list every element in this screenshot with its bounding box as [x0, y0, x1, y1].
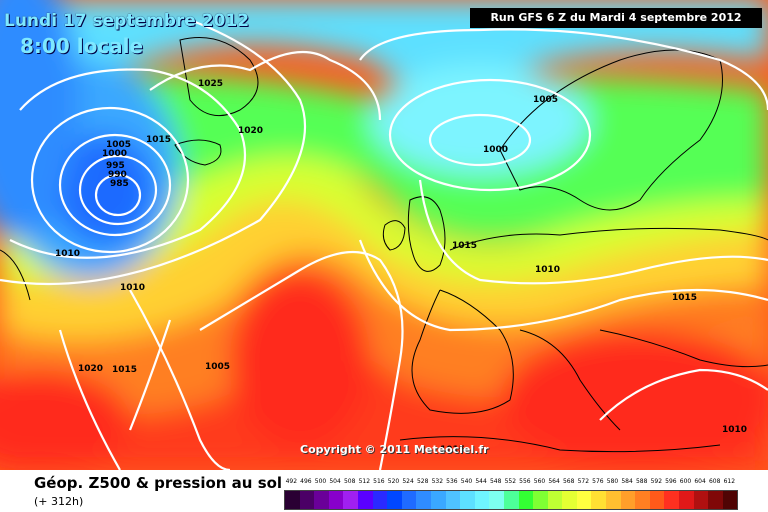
legend-value: 536 — [446, 478, 458, 485]
isobar-label: 1010 — [55, 249, 80, 259]
legend-value: 576 — [592, 478, 604, 485]
legend-value: 508 — [343, 478, 356, 485]
legend-value: 496 — [300, 478, 312, 485]
legend-value: 564 — [548, 478, 560, 485]
coastlines — [0, 37, 768, 453]
isobar-label: 985 — [110, 179, 129, 189]
isobar-label: 1000 — [483, 145, 508, 155]
pressure-geopotential-chart: 1025 1020 1015 1005 1000 995 990 985 101… — [0, 0, 768, 470]
legend-swatch — [357, 491, 373, 509]
forecast-time: 8:00 locale — [20, 34, 144, 58]
isobar-label: 1010 — [722, 425, 747, 435]
isobar-label: 1025 — [198, 79, 223, 89]
legend-swatch — [489, 491, 504, 509]
weather-map: 1025 1020 1015 1005 1000 995 990 985 101… — [0, 0, 768, 470]
legend-value: 540 — [460, 478, 473, 485]
legend-value: 600 — [679, 478, 692, 485]
legend-value: 584 — [621, 478, 633, 485]
isobar-label: 1015 — [452, 241, 477, 251]
legend-swatch — [314, 491, 329, 509]
forecast-lead-time: (+ 312h) — [34, 495, 84, 508]
isobar-label: 1000 — [102, 149, 127, 159]
legend-swatch — [722, 491, 738, 509]
legend-swatch — [606, 491, 621, 509]
legend-swatch — [416, 491, 431, 509]
legend-swatch — [328, 491, 344, 509]
legend-value: 504 — [329, 478, 341, 485]
legend-swatch — [445, 491, 461, 509]
isobar-label: 1010 — [535, 265, 560, 275]
legend-value: 552 — [504, 478, 517, 485]
copyright-notice: Copyright © 2011 Meteociel.fr — [300, 443, 489, 456]
legend-value: 548 — [489, 478, 502, 485]
isobar-labels: 1025 1020 1015 1005 1000 995 990 985 101… — [55, 79, 747, 455]
isobar-label: 1015 — [146, 135, 171, 145]
legend-swatch — [285, 491, 300, 509]
legend-swatch — [401, 491, 417, 509]
legend-value: 556 — [519, 478, 531, 485]
isobar-label: 1005 — [205, 362, 230, 372]
legend-value: 524 — [402, 478, 414, 485]
legend-value: 612 — [723, 478, 736, 485]
isobar-label: 1015 — [440, 445, 465, 455]
legend-value: 520 — [387, 478, 400, 485]
legend-value: 604 — [694, 478, 706, 485]
legend-swatch — [591, 491, 607, 509]
isobar-label: 1020 — [78, 364, 103, 374]
legend-value: 588 — [635, 478, 648, 485]
legend-value: 580 — [606, 478, 619, 485]
legend-swatch — [693, 491, 709, 509]
legend-swatch — [576, 491, 592, 509]
legend-value: 532 — [431, 478, 444, 485]
legend-swatch — [343, 491, 358, 509]
legend-swatch — [562, 491, 577, 509]
legend-swatch — [547, 491, 563, 509]
legend-swatch — [533, 491, 548, 509]
legend-value: 572 — [577, 478, 590, 485]
legend-swatch — [503, 491, 519, 509]
legend-value: 592 — [650, 478, 663, 485]
isobar-label: 1015 — [112, 365, 137, 375]
legend-swatch — [708, 491, 723, 509]
legend-swatch — [635, 491, 650, 509]
run-info-box: Run GFS 6 Z du Mardi 4 septembre 2012 — [470, 8, 762, 28]
legend-value: 516 — [373, 478, 385, 485]
legend-swatch — [679, 491, 694, 509]
isobar-label: 1005 — [533, 95, 558, 105]
isobar-label: 990 — [108, 170, 127, 180]
legend-swatch — [474, 491, 490, 509]
legend-value: 512 — [358, 478, 371, 485]
legend-labels: 492 496 500 504 508 512 516 520 524 528 532 536 540 5… — [284, 478, 752, 488]
isobar-label: 1005 — [106, 140, 131, 150]
isobar-label: 1020 — [238, 126, 263, 136]
legend-value: 608 — [708, 478, 721, 485]
forecast-date: Lundi 17 septembre 2012 — [4, 11, 250, 31]
legend-swatch — [649, 491, 665, 509]
isobar-label: 1010 — [120, 283, 145, 293]
legend-value: 596 — [665, 478, 677, 485]
legend-value: 492 — [285, 478, 298, 485]
legend-swatch — [387, 491, 402, 509]
legend-swatch — [518, 491, 534, 509]
isobar-label: 995 — [106, 161, 125, 171]
legend-swatch — [460, 491, 475, 509]
legend-color-bar — [284, 490, 739, 510]
legend-swatch — [664, 491, 680, 509]
legend-value: 544 — [475, 478, 487, 485]
isobar-label: 1015 — [672, 293, 697, 303]
legend-swatch — [430, 491, 446, 509]
legend-swatch — [372, 491, 388, 509]
legend-swatch — [299, 491, 315, 509]
legend-value: 500 — [314, 478, 327, 485]
legend-value: 560 — [533, 478, 546, 485]
chart-title: Géop. Z500 & pression au sol — [34, 474, 283, 492]
isobar-lines — [0, 18, 768, 470]
legend-swatch — [620, 491, 636, 509]
legend-value: 568 — [562, 478, 575, 485]
legend-value: 528 — [416, 478, 429, 485]
